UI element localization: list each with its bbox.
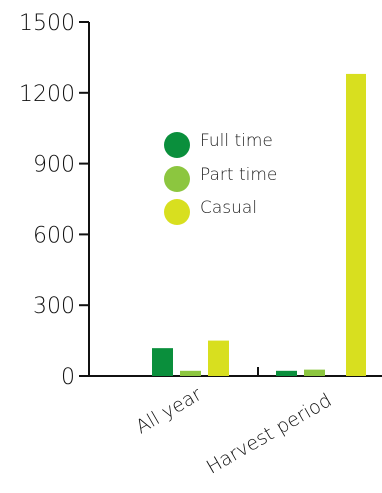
y-tick-label: 1200 (19, 82, 75, 107)
x-category-label: All year (132, 383, 206, 438)
legend-label: Part time (200, 165, 277, 185)
legend: Full time Part time Casual (164, 131, 277, 225)
bars (152, 73, 366, 377)
y-tick-label: 300 (33, 294, 75, 319)
bar (208, 340, 229, 376)
y-tick-label: 900 (33, 153, 75, 178)
y-tick-label: 600 (33, 223, 75, 248)
y-tick-label: 1500 (19, 11, 75, 36)
legend-swatch (164, 166, 190, 192)
bar (346, 73, 366, 377)
bar (180, 370, 201, 376)
legend-label: Casual (200, 198, 257, 218)
bar (276, 370, 297, 376)
y-ticks: 0 300 600 900 1200 1500 (19, 11, 89, 390)
axes (88, 22, 382, 377)
y-tick-label: 0 (61, 365, 75, 390)
legend-label: Full time (200, 131, 273, 151)
legend-swatch (164, 199, 190, 225)
legend-swatch (164, 132, 190, 158)
bar (304, 369, 325, 376)
x-category-label: Harvest period (203, 389, 336, 478)
bar (152, 348, 173, 376)
